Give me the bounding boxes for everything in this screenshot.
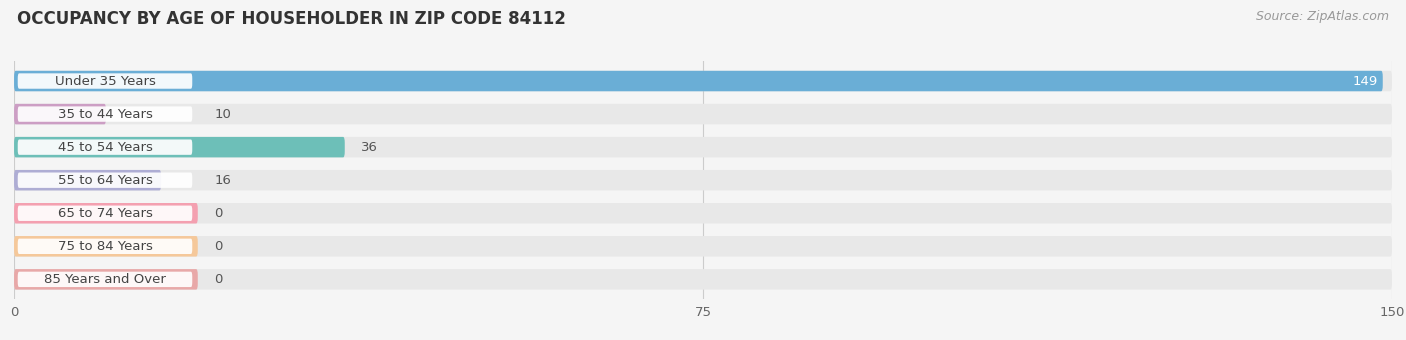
Text: 65 to 74 Years: 65 to 74 Years [58,207,152,220]
Text: 55 to 64 Years: 55 to 64 Years [58,174,152,187]
Text: 75 to 84 Years: 75 to 84 Years [58,240,152,253]
Text: 0: 0 [214,207,222,220]
FancyBboxPatch shape [14,269,1392,290]
FancyBboxPatch shape [14,236,198,257]
FancyBboxPatch shape [14,236,1392,257]
Text: 0: 0 [214,273,222,286]
Text: 16: 16 [214,174,231,187]
Text: 10: 10 [214,107,231,121]
Text: 36: 36 [361,141,378,154]
FancyBboxPatch shape [14,170,162,190]
FancyBboxPatch shape [14,137,344,157]
FancyBboxPatch shape [14,269,198,290]
FancyBboxPatch shape [18,239,193,254]
Text: 35 to 44 Years: 35 to 44 Years [58,107,152,121]
FancyBboxPatch shape [18,106,193,122]
FancyBboxPatch shape [14,71,1392,91]
FancyBboxPatch shape [14,203,1392,223]
FancyBboxPatch shape [18,139,193,155]
FancyBboxPatch shape [14,203,198,223]
Text: Under 35 Years: Under 35 Years [55,74,156,87]
Text: Source: ZipAtlas.com: Source: ZipAtlas.com [1256,10,1389,23]
FancyBboxPatch shape [14,71,1382,91]
FancyBboxPatch shape [14,104,1392,124]
Text: OCCUPANCY BY AGE OF HOUSEHOLDER IN ZIP CODE 84112: OCCUPANCY BY AGE OF HOUSEHOLDER IN ZIP C… [17,10,565,28]
Text: 45 to 54 Years: 45 to 54 Years [58,141,152,154]
FancyBboxPatch shape [14,137,1392,157]
FancyBboxPatch shape [14,170,1392,190]
FancyBboxPatch shape [18,73,193,89]
Text: 0: 0 [214,240,222,253]
FancyBboxPatch shape [18,206,193,221]
FancyBboxPatch shape [14,104,105,124]
Text: 85 Years and Over: 85 Years and Over [44,273,166,286]
FancyBboxPatch shape [18,272,193,287]
FancyBboxPatch shape [18,172,193,188]
Text: 149: 149 [1353,74,1378,87]
